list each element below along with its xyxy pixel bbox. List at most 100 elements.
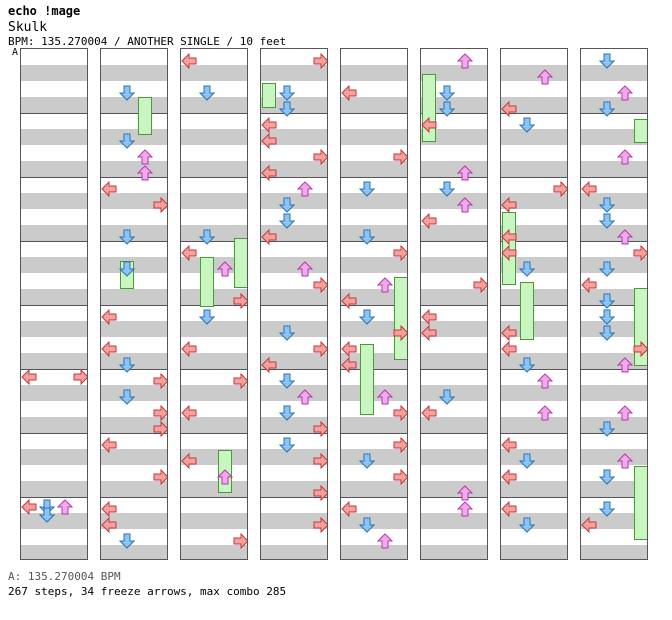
- beat-band: [261, 481, 327, 497]
- measure-line: [261, 177, 327, 178]
- freeze-arrow: [234, 238, 247, 288]
- left-arrow-icon: [181, 52, 197, 70]
- right-arrow-icon: [313, 148, 327, 166]
- beat-band: [421, 257, 487, 273]
- measure-line: [21, 241, 87, 242]
- beat-band: [421, 225, 487, 241]
- beat-band: [341, 129, 407, 145]
- beat-band: [341, 193, 407, 209]
- measure-line: [101, 305, 167, 306]
- measure-line: [581, 305, 647, 306]
- down-arrow-icon: [518, 453, 536, 469]
- beat-band: [341, 385, 407, 401]
- measure-line: [581, 177, 647, 178]
- measure-line: [581, 497, 647, 498]
- beat-band: [501, 321, 567, 337]
- measure-line: [501, 113, 567, 114]
- up-arrow-icon: [136, 165, 154, 181]
- beat-band: [21, 225, 87, 241]
- down-arrow-icon: [118, 133, 136, 149]
- up-arrow-icon: [536, 405, 554, 421]
- freeze-arrow: [262, 83, 276, 108]
- beat-band: [341, 417, 407, 433]
- beat-band: [501, 353, 567, 369]
- down-arrow-icon: [518, 117, 536, 133]
- beat-band: [181, 513, 247, 529]
- down-arrow-icon: [278, 213, 296, 229]
- up-arrow-icon: [456, 53, 474, 69]
- up-arrow-icon: [296, 181, 314, 197]
- beat-band: [21, 129, 87, 145]
- beat-band: [21, 513, 87, 529]
- measure-line: [181, 177, 247, 178]
- beat-band: [21, 193, 87, 209]
- down-arrow-icon: [598, 501, 616, 517]
- measure-line: [581, 113, 647, 114]
- measure-line: [181, 305, 247, 306]
- measure-line: [581, 241, 647, 242]
- up-arrow-icon: [456, 197, 474, 213]
- beat-band: [421, 449, 487, 465]
- beat-band: [581, 65, 647, 81]
- beat-band: [21, 65, 87, 81]
- beat-band: [101, 257, 167, 273]
- beat-band: [341, 161, 407, 177]
- beat-band: [341, 449, 407, 465]
- measure-line: [21, 433, 87, 434]
- measure-line: [21, 305, 87, 306]
- beat-band: [421, 65, 487, 81]
- down-arrow-icon: [598, 469, 616, 485]
- measure-line: [21, 497, 87, 498]
- left-arrow-icon: [341, 84, 357, 102]
- beat-band: [21, 385, 87, 401]
- down-arrow-icon: [598, 309, 616, 325]
- beat-band: [101, 449, 167, 465]
- up-arrow-icon: [456, 485, 474, 501]
- beat-band: [261, 97, 327, 113]
- down-arrow-icon: [598, 325, 616, 341]
- left-arrow-icon: [21, 368, 37, 386]
- down-arrow-icon: [518, 357, 536, 373]
- down-arrow-icon: [598, 213, 616, 229]
- beat-band: [21, 161, 87, 177]
- right-arrow-icon: [393, 404, 407, 422]
- freeze-arrow: [634, 466, 647, 540]
- right-arrow-icon: [153, 372, 167, 390]
- beat-band: [101, 417, 167, 433]
- beat-band: [21, 289, 87, 305]
- chart-column: [180, 48, 248, 560]
- beat-band: [341, 545, 407, 559]
- down-arrow-icon: [278, 197, 296, 213]
- measure-line: [261, 433, 327, 434]
- beat-band: [341, 257, 407, 273]
- up-arrow-icon: [616, 229, 634, 245]
- measure-line: [341, 433, 407, 434]
- beat-band: [181, 417, 247, 433]
- beat-band: [501, 449, 567, 465]
- chart-column: [100, 48, 168, 560]
- left-arrow-icon: [261, 132, 277, 150]
- beat-band: [581, 289, 647, 305]
- beat-band: [21, 417, 87, 433]
- beat-band: [101, 321, 167, 337]
- beat-band: [261, 321, 327, 337]
- beat-band: [501, 129, 567, 145]
- beat-band: [21, 353, 87, 369]
- measure-line: [501, 433, 567, 434]
- measure-line: [501, 305, 567, 306]
- beat-band: [101, 193, 167, 209]
- chart-column: [580, 48, 648, 560]
- measure-line: [181, 369, 247, 370]
- measure-line: [101, 369, 167, 370]
- up-arrow-icon: [536, 373, 554, 389]
- beat-band: [261, 545, 327, 559]
- right-arrow-icon: [393, 436, 407, 454]
- down-arrow-icon: [598, 261, 616, 277]
- left-arrow-icon: [341, 292, 357, 310]
- left-arrow-icon: [101, 436, 117, 454]
- beat-band: [421, 481, 487, 497]
- left-arrow-icon: [101, 180, 117, 198]
- left-arrow-icon: [261, 164, 277, 182]
- right-arrow-icon: [313, 276, 327, 294]
- down-arrow-icon: [198, 229, 216, 245]
